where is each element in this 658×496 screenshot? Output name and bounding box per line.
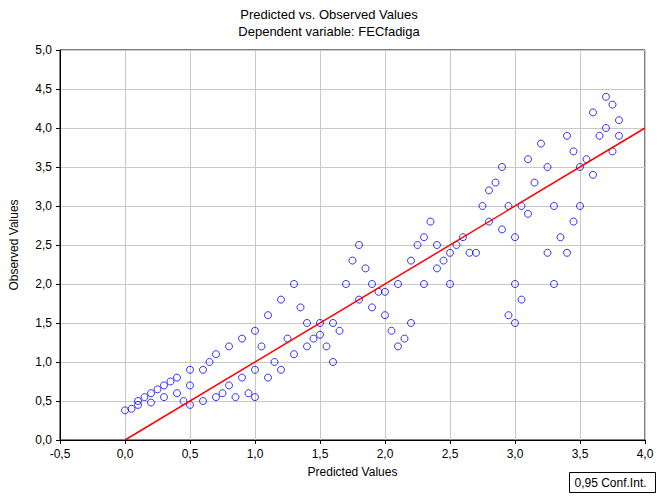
svg-text:2,0: 2,0 bbox=[35, 277, 52, 291]
svg-text:3,5: 3,5 bbox=[572, 447, 589, 461]
svg-text:3,0: 3,0 bbox=[507, 447, 524, 461]
svg-text:0,5: 0,5 bbox=[182, 447, 199, 461]
svg-text:1,0: 1,0 bbox=[35, 355, 52, 369]
svg-text:3,5: 3,5 bbox=[35, 160, 52, 174]
svg-text:5,0: 5,0 bbox=[35, 43, 52, 57]
svg-text:0,5: 0,5 bbox=[35, 394, 52, 408]
svg-text:2,5: 2,5 bbox=[442, 447, 459, 461]
svg-text:1,0: 1,0 bbox=[247, 447, 264, 461]
svg-text:1,5: 1,5 bbox=[312, 447, 329, 461]
svg-text:Dependent variable: FECfadiga: Dependent variable: FECfadiga bbox=[238, 24, 420, 39]
svg-text:0,0: 0,0 bbox=[117, 447, 134, 461]
svg-text:Predicted vs. Observed Values: Predicted vs. Observed Values bbox=[240, 7, 418, 22]
svg-text:Observed Values: Observed Values bbox=[7, 199, 21, 290]
svg-text:-0,5: -0,5 bbox=[50, 447, 71, 461]
svg-text:1,5: 1,5 bbox=[35, 316, 52, 330]
svg-text:3,0: 3,0 bbox=[35, 199, 52, 213]
svg-text:0,0: 0,0 bbox=[35, 433, 52, 447]
svg-text:2,0: 2,0 bbox=[377, 447, 394, 461]
svg-text:2,5: 2,5 bbox=[35, 238, 52, 252]
svg-text:Predicted Values: Predicted Values bbox=[308, 465, 398, 479]
svg-text:4,0: 4,0 bbox=[35, 121, 52, 135]
svg-text:0,95 Conf.Int.: 0,95 Conf.Int. bbox=[575, 476, 647, 490]
svg-text:4,0: 4,0 bbox=[637, 447, 654, 461]
svg-text:4,5: 4,5 bbox=[35, 82, 52, 96]
